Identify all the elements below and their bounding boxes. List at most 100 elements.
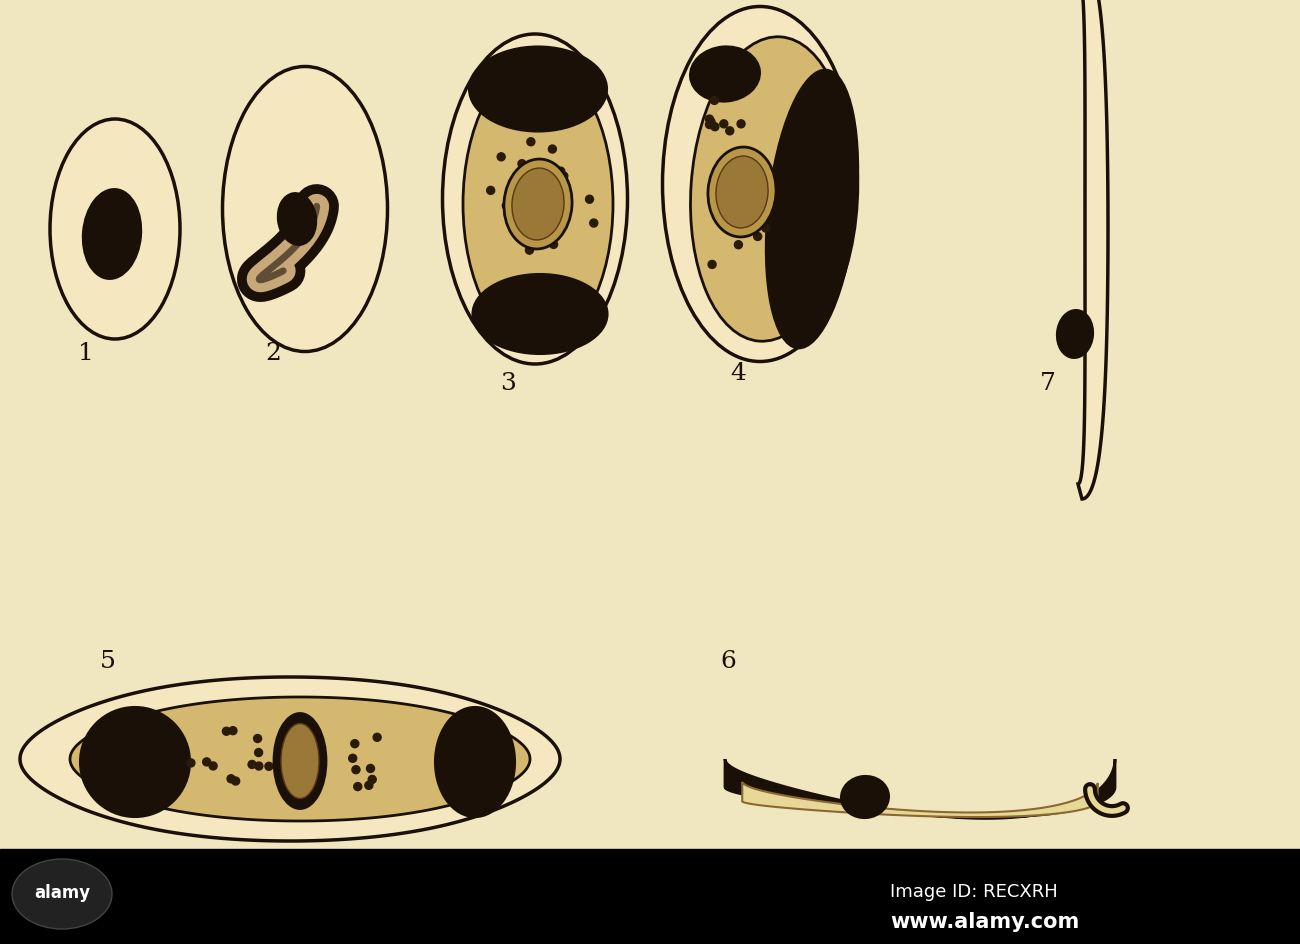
Circle shape (710, 97, 719, 106)
Bar (0, 849, 1300, 944)
Circle shape (706, 116, 714, 124)
Text: 4: 4 (731, 362, 746, 384)
Circle shape (749, 211, 757, 220)
Polygon shape (20, 677, 560, 841)
Circle shape (538, 200, 546, 208)
Ellipse shape (12, 859, 112, 929)
Circle shape (351, 740, 359, 748)
Circle shape (746, 176, 754, 183)
Circle shape (725, 127, 733, 136)
Circle shape (352, 766, 360, 774)
Circle shape (559, 186, 568, 194)
Circle shape (526, 139, 534, 146)
Circle shape (560, 211, 568, 218)
Ellipse shape (463, 62, 614, 347)
Polygon shape (70, 698, 530, 821)
Ellipse shape (841, 776, 889, 818)
Text: 3: 3 (500, 372, 516, 395)
Circle shape (734, 242, 742, 249)
Circle shape (549, 146, 556, 154)
Circle shape (373, 733, 381, 742)
Circle shape (725, 161, 734, 169)
Circle shape (497, 154, 506, 161)
Circle shape (590, 220, 598, 228)
Circle shape (203, 758, 211, 767)
Circle shape (229, 727, 237, 734)
Text: 2: 2 (265, 342, 281, 364)
Circle shape (585, 196, 594, 204)
Ellipse shape (690, 38, 849, 342)
Circle shape (556, 168, 564, 176)
Text: www.alamy.com: www.alamy.com (891, 911, 1079, 931)
Circle shape (720, 121, 728, 128)
Text: 7: 7 (1040, 372, 1056, 395)
Circle shape (737, 121, 745, 128)
Circle shape (762, 225, 770, 233)
Circle shape (525, 247, 533, 255)
Circle shape (532, 182, 539, 190)
Text: 5: 5 (100, 649, 116, 672)
Ellipse shape (274, 714, 326, 809)
Ellipse shape (1057, 311, 1093, 359)
Ellipse shape (436, 707, 515, 818)
Circle shape (255, 749, 263, 757)
Circle shape (187, 759, 195, 767)
Ellipse shape (512, 169, 564, 241)
Ellipse shape (281, 724, 318, 799)
Circle shape (248, 761, 256, 768)
Circle shape (365, 782, 373, 789)
Circle shape (714, 202, 722, 211)
Ellipse shape (766, 71, 858, 349)
Ellipse shape (663, 8, 858, 362)
Circle shape (706, 122, 714, 129)
Polygon shape (742, 783, 1097, 818)
Circle shape (516, 226, 524, 233)
Text: alamy: alamy (34, 883, 90, 901)
Ellipse shape (690, 47, 760, 103)
Circle shape (512, 185, 521, 193)
Circle shape (348, 754, 356, 763)
Circle shape (754, 233, 762, 242)
Ellipse shape (716, 157, 768, 228)
Ellipse shape (278, 194, 316, 245)
Ellipse shape (83, 190, 142, 279)
Ellipse shape (469, 47, 607, 132)
Polygon shape (725, 759, 1115, 818)
Circle shape (354, 783, 361, 791)
Circle shape (296, 786, 304, 794)
Circle shape (517, 160, 526, 168)
Circle shape (759, 187, 768, 194)
Circle shape (737, 206, 745, 213)
Ellipse shape (81, 707, 190, 818)
Circle shape (254, 734, 261, 743)
Ellipse shape (708, 148, 776, 238)
Text: 1: 1 (78, 342, 94, 364)
Circle shape (294, 782, 303, 790)
Ellipse shape (472, 275, 607, 355)
Circle shape (222, 728, 230, 735)
Circle shape (719, 220, 728, 228)
Circle shape (265, 763, 273, 770)
Text: 6: 6 (720, 649, 736, 672)
Circle shape (523, 227, 530, 235)
Circle shape (285, 767, 292, 774)
Circle shape (255, 762, 263, 770)
Circle shape (741, 198, 749, 207)
Circle shape (525, 172, 533, 179)
Ellipse shape (222, 67, 387, 352)
Ellipse shape (442, 35, 628, 364)
Circle shape (367, 765, 374, 772)
Polygon shape (1078, 0, 1108, 499)
Circle shape (368, 776, 376, 784)
Circle shape (510, 212, 519, 221)
Circle shape (711, 124, 719, 131)
Circle shape (227, 775, 235, 783)
Circle shape (550, 241, 558, 249)
Circle shape (309, 748, 317, 755)
Ellipse shape (504, 160, 572, 250)
Circle shape (707, 119, 715, 126)
Circle shape (502, 202, 511, 211)
Circle shape (231, 777, 239, 785)
Circle shape (560, 173, 568, 181)
Ellipse shape (49, 120, 179, 340)
